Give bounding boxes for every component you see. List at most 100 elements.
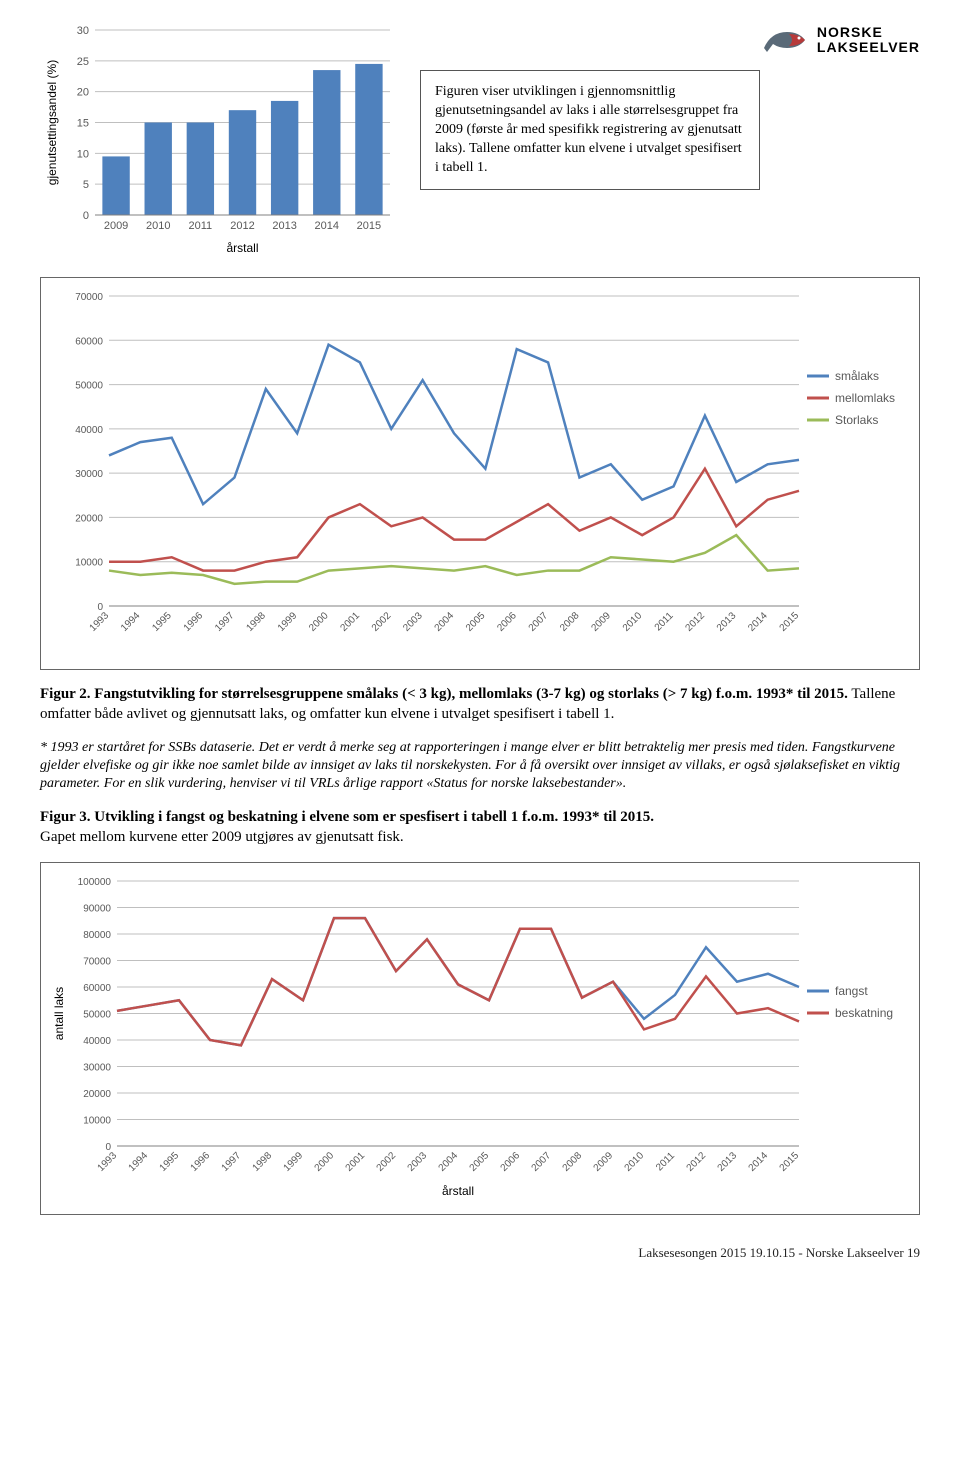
figure1-caption: Figuren viser utviklingen i gjennom­snit… bbox=[420, 70, 760, 190]
svg-text:2013: 2013 bbox=[272, 220, 296, 232]
svg-text:1994: 1994 bbox=[127, 1150, 151, 1174]
svg-text:0: 0 bbox=[83, 210, 89, 222]
figure3-title: Figur 3. Utvikling i fangst og beskatnin… bbox=[40, 809, 654, 825]
svg-text:2000: 2000 bbox=[313, 1150, 337, 1174]
svg-text:10000: 10000 bbox=[83, 1115, 111, 1126]
svg-text:100000: 100000 bbox=[78, 877, 112, 888]
svg-text:2015: 2015 bbox=[778, 610, 802, 634]
svg-text:2001: 2001 bbox=[339, 610, 363, 634]
svg-text:40000: 40000 bbox=[83, 1036, 111, 1047]
chart3-container: 0100002000030000400005000060000700008000… bbox=[40, 862, 920, 1215]
svg-text:70000: 70000 bbox=[83, 956, 111, 967]
chart2-container: 0100002000030000400005000060000700001993… bbox=[40, 277, 920, 670]
svg-text:1996: 1996 bbox=[182, 610, 206, 634]
svg-text:30000: 30000 bbox=[75, 469, 103, 480]
svg-text:2015: 2015 bbox=[357, 220, 381, 232]
svg-text:90000: 90000 bbox=[83, 903, 111, 914]
svg-text:1993: 1993 bbox=[96, 1150, 120, 1174]
svg-text:2015: 2015 bbox=[778, 1150, 802, 1174]
logo-line2: LAKSEELVER bbox=[817, 40, 920, 55]
svg-text:30000: 30000 bbox=[83, 1062, 111, 1073]
figure2-text: Figur 2. Fangstutvikling for størrelsesg… bbox=[40, 684, 920, 725]
svg-text:2012: 2012 bbox=[684, 610, 708, 634]
logo-line1: NORSKE bbox=[817, 25, 920, 40]
chart3-line: 0100002000030000400005000060000700008000… bbox=[49, 871, 909, 1201]
chart1-bar: 0510152025302009201020112012201320142015… bbox=[40, 20, 400, 260]
svg-text:2005: 2005 bbox=[464, 610, 488, 634]
svg-text:2005: 2005 bbox=[468, 1150, 492, 1174]
svg-text:1998: 1998 bbox=[251, 1150, 275, 1174]
svg-text:2012: 2012 bbox=[230, 220, 254, 232]
svg-text:årstall: årstall bbox=[442, 1184, 474, 1198]
svg-text:5: 5 bbox=[83, 179, 89, 191]
chart1-container: 0510152025302009201020112012201320142015… bbox=[40, 20, 400, 265]
svg-text:2008: 2008 bbox=[558, 610, 582, 634]
svg-text:1999: 1999 bbox=[282, 1150, 306, 1174]
svg-text:2003: 2003 bbox=[406, 1150, 430, 1174]
figure2-title: Figur 2. Fangstutvikling for størrelsesg… bbox=[40, 686, 848, 702]
svg-text:2007: 2007 bbox=[527, 610, 551, 634]
svg-text:20000: 20000 bbox=[75, 513, 103, 524]
svg-text:1998: 1998 bbox=[244, 610, 268, 634]
svg-text:1994: 1994 bbox=[119, 610, 143, 634]
svg-text:årstall: årstall bbox=[226, 241, 258, 255]
svg-text:50000: 50000 bbox=[75, 381, 103, 392]
svg-text:mellomlaks: mellomlaks bbox=[835, 391, 895, 405]
svg-text:2006: 2006 bbox=[495, 610, 519, 634]
svg-text:2009: 2009 bbox=[104, 220, 128, 232]
svg-text:70000: 70000 bbox=[75, 292, 103, 303]
svg-text:2009: 2009 bbox=[592, 1150, 616, 1174]
svg-text:1995: 1995 bbox=[158, 1150, 182, 1174]
svg-text:1993: 1993 bbox=[88, 610, 112, 634]
svg-text:2006: 2006 bbox=[499, 1150, 523, 1174]
svg-text:antall laks: antall laks bbox=[52, 986, 66, 1039]
svg-text:15: 15 bbox=[77, 118, 89, 130]
svg-text:2012: 2012 bbox=[685, 1150, 709, 1174]
svg-text:fangst: fangst bbox=[835, 984, 868, 998]
svg-text:beskatning: beskatning bbox=[835, 1006, 893, 1020]
svg-text:1996: 1996 bbox=[189, 1150, 213, 1174]
svg-text:2011: 2011 bbox=[653, 610, 676, 633]
svg-text:2014: 2014 bbox=[747, 1150, 771, 1174]
svg-text:2008: 2008 bbox=[561, 1150, 585, 1174]
salmon-logo-icon bbox=[759, 20, 809, 60]
svg-text:2007: 2007 bbox=[530, 1150, 554, 1174]
svg-text:2013: 2013 bbox=[715, 610, 739, 634]
svg-text:2010: 2010 bbox=[621, 610, 645, 634]
svg-text:10: 10 bbox=[77, 148, 89, 160]
logo: NORSKE LAKSEELVER bbox=[759, 20, 920, 60]
svg-text:80000: 80000 bbox=[83, 930, 111, 941]
svg-text:Storlaks: Storlaks bbox=[835, 413, 878, 427]
svg-text:2011: 2011 bbox=[654, 1150, 677, 1173]
svg-text:1995: 1995 bbox=[150, 610, 174, 634]
svg-text:30: 30 bbox=[77, 25, 89, 37]
svg-text:25: 25 bbox=[77, 56, 89, 68]
svg-text:1997: 1997 bbox=[213, 610, 237, 634]
svg-text:2003: 2003 bbox=[401, 610, 425, 634]
figure3-rest: Gapet mellom kurvene etter 2009 utgjøres… bbox=[40, 829, 404, 845]
svg-text:2010: 2010 bbox=[146, 220, 170, 232]
svg-text:2000: 2000 bbox=[307, 610, 331, 634]
svg-text:40000: 40000 bbox=[75, 425, 103, 436]
svg-text:50000: 50000 bbox=[83, 1009, 111, 1020]
svg-text:2014: 2014 bbox=[746, 610, 770, 634]
svg-text:2014: 2014 bbox=[315, 220, 339, 232]
page-footer: Laksesesongen 2015 19.10.15 - Norske Lak… bbox=[40, 1245, 920, 1261]
svg-text:60000: 60000 bbox=[83, 983, 111, 994]
svg-text:2004: 2004 bbox=[433, 610, 457, 634]
svg-text:gjenutsettingsandel (%): gjenutsettingsandel (%) bbox=[45, 60, 59, 185]
svg-text:smålaks: smålaks bbox=[835, 369, 879, 383]
svg-text:2010: 2010 bbox=[623, 1150, 647, 1174]
figure3-text: Figur 3. Utvikling i fangst og beskatnin… bbox=[40, 807, 920, 848]
svg-text:20000: 20000 bbox=[83, 1089, 111, 1100]
svg-text:2004: 2004 bbox=[437, 1150, 461, 1174]
svg-text:2013: 2013 bbox=[716, 1150, 740, 1174]
svg-text:2002: 2002 bbox=[375, 1150, 399, 1174]
footnote-1993: * 1993 er startåret for SSBs dataserie. … bbox=[40, 739, 920, 794]
svg-text:2011: 2011 bbox=[189, 220, 213, 232]
svg-text:2009: 2009 bbox=[589, 610, 613, 634]
svg-text:2002: 2002 bbox=[370, 610, 394, 634]
svg-text:1997: 1997 bbox=[220, 1150, 244, 1174]
svg-text:2001: 2001 bbox=[344, 1150, 368, 1174]
svg-text:60000: 60000 bbox=[75, 336, 103, 347]
